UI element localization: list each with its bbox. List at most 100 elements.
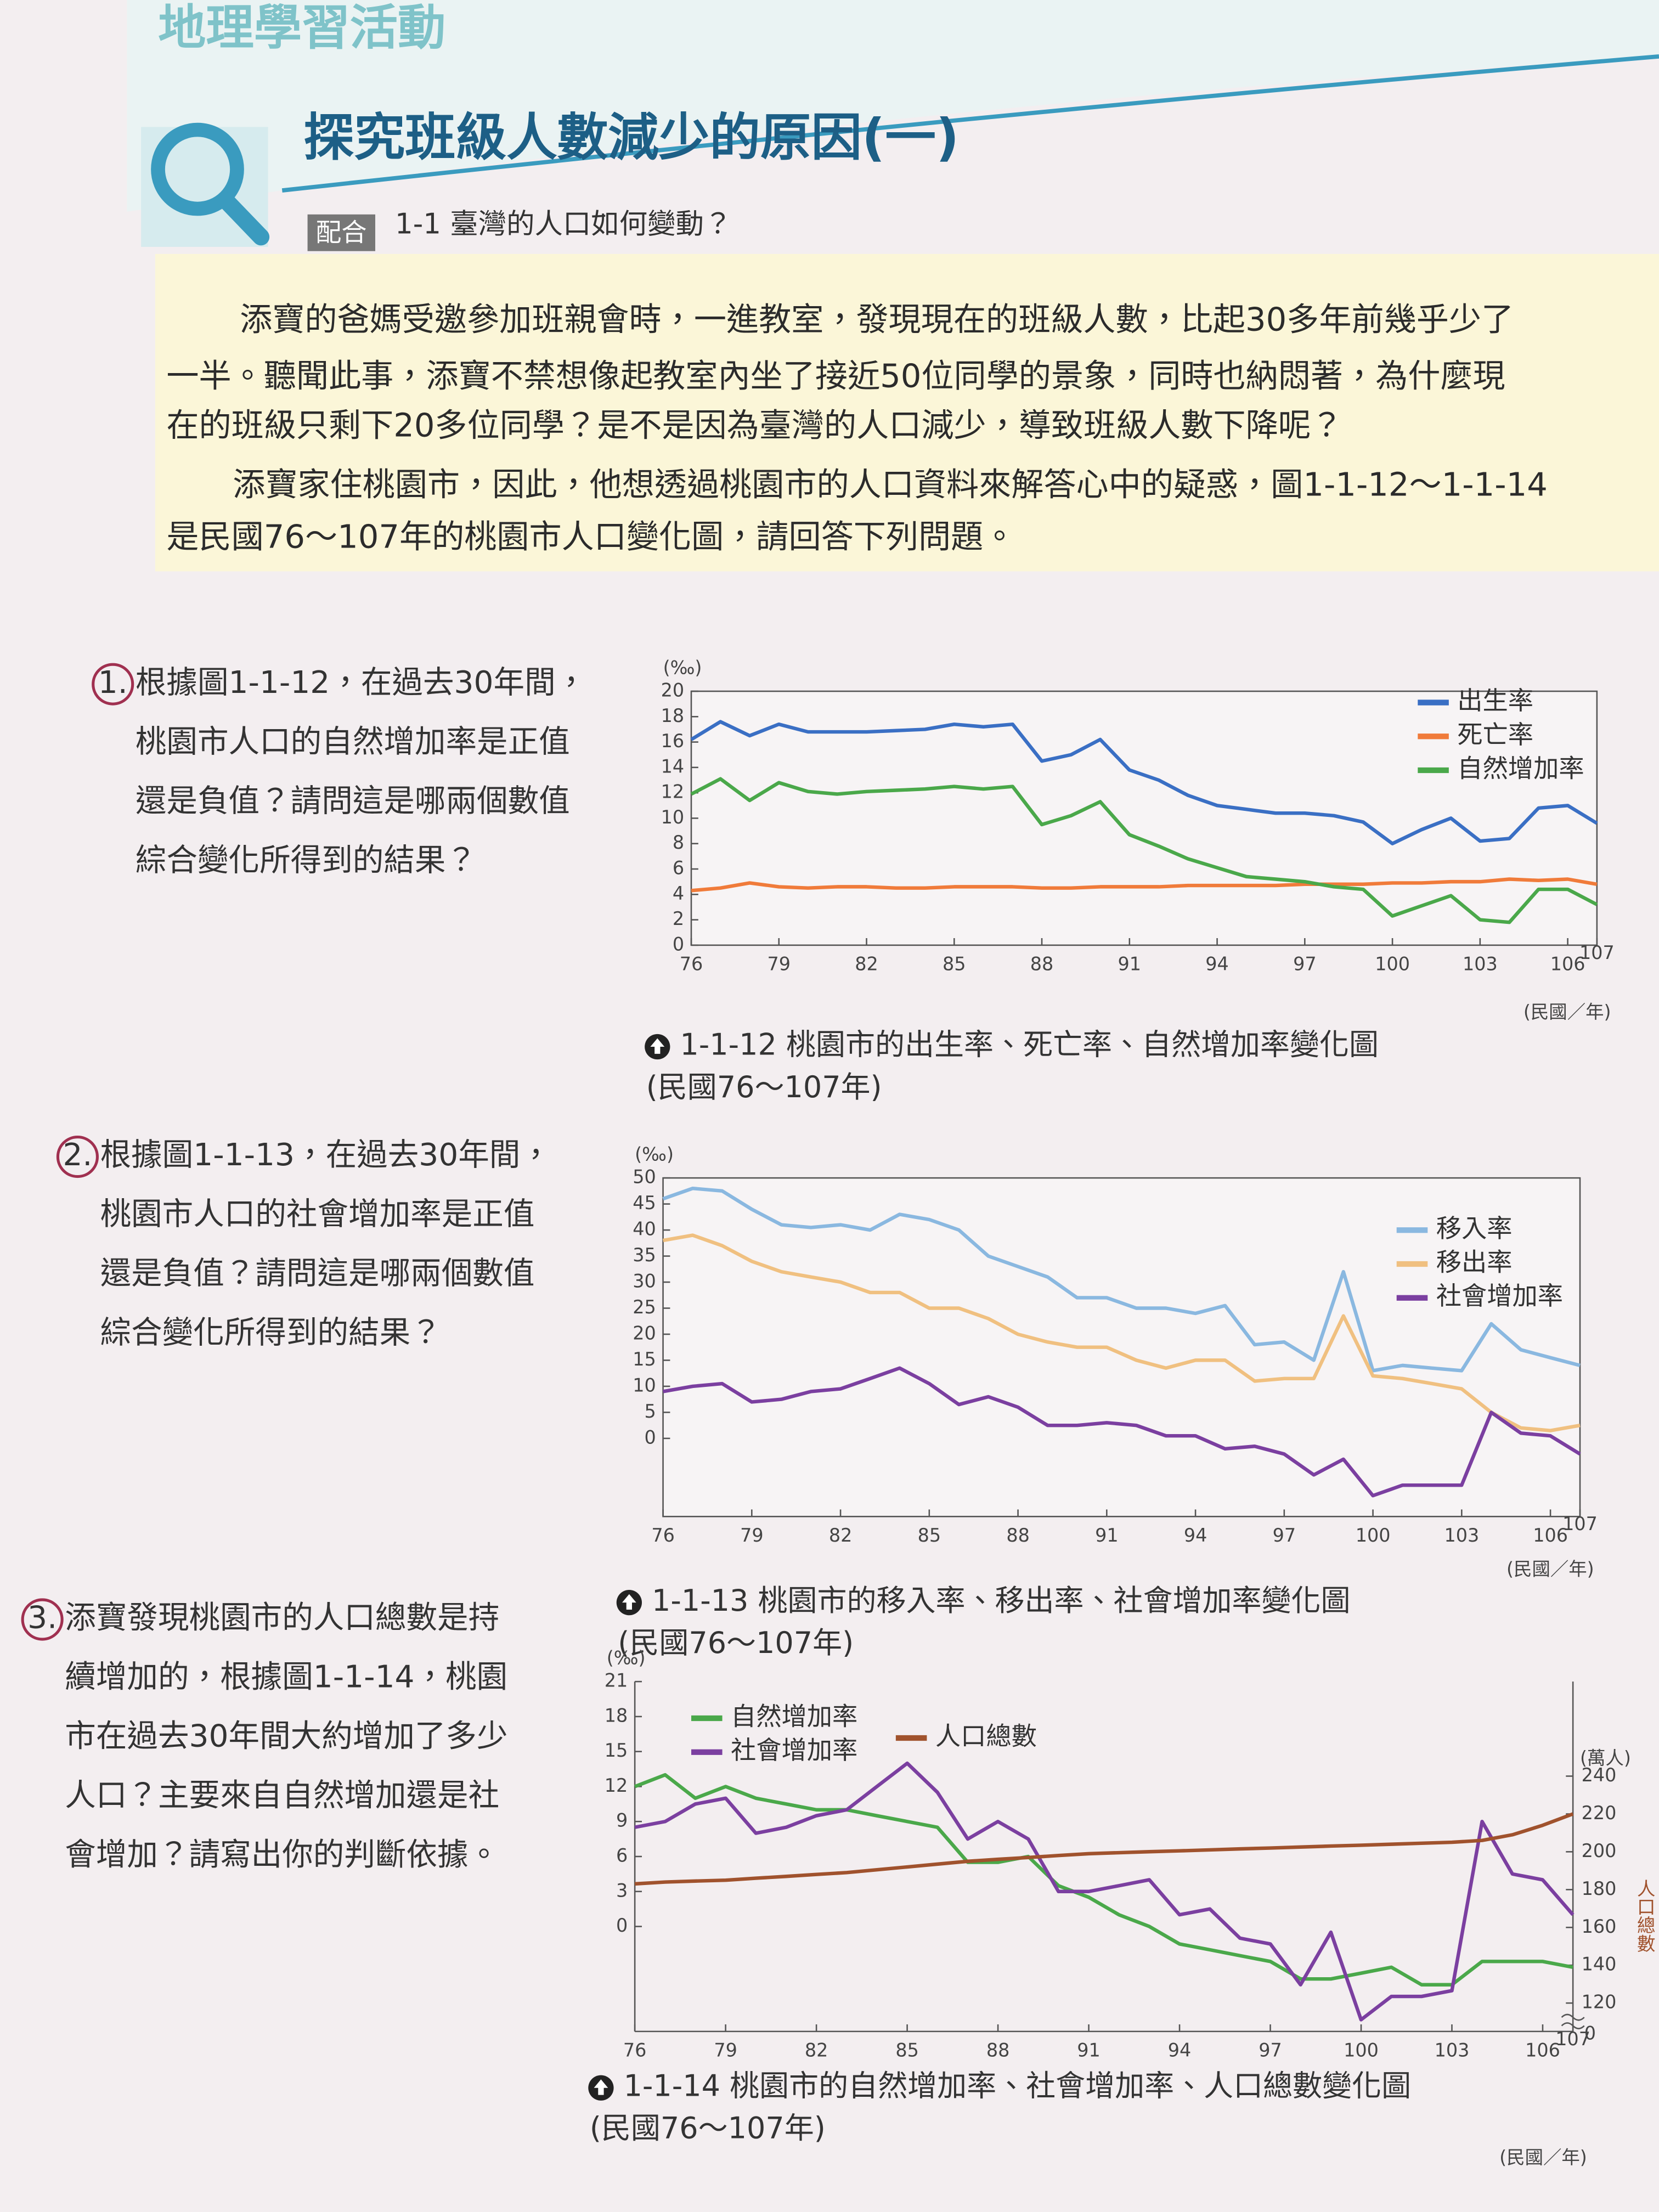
legend-label: 出生率 xyxy=(1457,686,1533,715)
y-tick-label: 9 xyxy=(616,1810,628,1831)
x-tick-label: 106 xyxy=(1525,2039,1560,2061)
y2-tick-label: 220 xyxy=(1582,1802,1617,1824)
caption-range: (民國76～107年) xyxy=(590,2111,826,2145)
intro-line: 在的班級只剩下20多位同學？是不是因為臺灣的人口減少，導致班級人數下降呢？ xyxy=(166,406,1343,444)
x-tick-label: 100 xyxy=(1356,1525,1391,1546)
series-line xyxy=(663,1233,1581,1432)
question-line: 桃園市人口的自然增加率是正值 xyxy=(136,724,570,760)
y-tick-label: 12 xyxy=(605,1775,628,1796)
y2-label: 人口總數 xyxy=(1634,1879,1655,1953)
y-tick-label: 16 xyxy=(661,730,685,752)
y-unit: (‰) xyxy=(663,657,702,678)
legend-label: 人口總數 xyxy=(935,1722,1037,1751)
y2-tick-label: 120 xyxy=(1582,1991,1617,2013)
x-tick-label: 100 xyxy=(1375,953,1410,974)
series-line xyxy=(662,1186,1581,1373)
series-line xyxy=(663,1366,1581,1498)
x-tick-label: 79 xyxy=(768,953,791,974)
x-tick-label: 97 xyxy=(1293,953,1317,974)
x-tick-label: 91 xyxy=(1095,1525,1119,1546)
x-tick-label: 82 xyxy=(829,1525,853,1546)
x-tick-label: 103 xyxy=(1463,953,1498,974)
y-tick-label: 20 xyxy=(633,1322,656,1344)
title-rule xyxy=(281,54,1659,193)
x-tick-label: 88 xyxy=(1030,953,1054,974)
x-tick-label: 94 xyxy=(1184,1525,1207,1546)
question-line: 市在過去30年間大約增加了多少 xyxy=(65,1718,507,1754)
axis-break xyxy=(1561,2013,1585,2029)
x-tick-label: 76 xyxy=(623,2039,647,2061)
legend-label: 移出率 xyxy=(1436,1248,1513,1277)
x-axis-label: (民國／年) xyxy=(1523,1001,1611,1023)
x-tick-label: 94 xyxy=(1168,2039,1192,2061)
x-tick-label: 82 xyxy=(805,2039,828,2061)
page-title: 探究班級人數減少的原因(一) xyxy=(303,108,959,167)
question-number: 1. xyxy=(98,664,128,701)
y-tick-label: 2 xyxy=(673,908,684,929)
series-line xyxy=(634,1812,1574,1886)
plot-frame xyxy=(662,1177,1581,1517)
questions: 1. 根據圖1-1-12，在過去30年間， 桃園市人口的自然增加率是正值還是負值？請… xyxy=(21,663,586,1873)
x-tick-label: 88 xyxy=(1006,1525,1030,1546)
y-tick-label: 30 xyxy=(633,1271,656,1292)
x-tick-label: 103 xyxy=(1444,1525,1479,1546)
x-tick-label: 82 xyxy=(855,953,878,974)
x-tick-label: 100 xyxy=(1344,2039,1379,2061)
x-tick-label: 106 xyxy=(1533,1525,1568,1546)
y-tick-label: 21 xyxy=(605,1670,628,1691)
question-number: 3. xyxy=(27,1600,57,1636)
series-line xyxy=(691,877,1598,893)
x-tick-label: 79 xyxy=(740,1525,764,1546)
caption-arrow xyxy=(622,1594,636,1610)
caption: 1-1-14 桃園市的自然增加率、社會增加率、人口總數變化圖 xyxy=(624,2068,1412,2103)
x-tick-label: 103 xyxy=(1435,2039,1470,2061)
x-tick-label: 107 xyxy=(1579,942,1615,963)
caption-arrow xyxy=(594,2079,608,2095)
x-tick-label: 76 xyxy=(651,1525,675,1546)
reference: 1-1 臺灣的人口如何變動？ xyxy=(395,207,732,240)
caption: 1-1-12 桃園市的出生率、死亡率、自然增加率變化圖 xyxy=(680,1028,1379,1062)
legend-label: 自然增加率 xyxy=(731,1702,857,1731)
x-tick-label: 91 xyxy=(1118,953,1142,974)
question-line: 還是負值？請問這是哪兩個數值 xyxy=(136,783,570,819)
caption-range: (民國76～107年) xyxy=(646,1070,882,1104)
x-tick-label: 94 xyxy=(1205,953,1229,974)
y2-unit: (萬人) xyxy=(1580,1747,1631,1769)
question-line: 綜合變化所得到的結果？ xyxy=(136,842,477,878)
y-tick-label: 6 xyxy=(616,1845,628,1866)
y-tick-label: 0 xyxy=(616,1915,628,1936)
x-tick-label: 106 xyxy=(1550,953,1585,974)
y-tick-label: 0 xyxy=(673,933,684,955)
chart: (‰) 0 3 6 9 12 15 18 21 76 79 82 85 88 91 94 97 100 103 106… xyxy=(588,1647,1655,2168)
intro-bg xyxy=(155,253,1659,572)
legend-label: 社會增加率 xyxy=(731,1735,857,1765)
y-unit: (‰) xyxy=(607,1647,646,1669)
x-tick-label: 91 xyxy=(1077,2039,1101,2061)
y-tick-label: 12 xyxy=(661,781,685,803)
series-line xyxy=(690,720,1598,845)
legend-label: 社會增加率 xyxy=(1436,1281,1563,1311)
intro-line: 一半。聽聞此事，添寶不禁想像起教室內坐了接近50位同學的景象，同時也納悶著，為什… xyxy=(166,357,1505,394)
y-tick-label: 50 xyxy=(633,1166,656,1188)
question-line: 根據圖1-1-13，在過去30年間， xyxy=(100,1137,551,1173)
legend-label: 自然增加率 xyxy=(1457,754,1584,783)
series-line xyxy=(634,1761,1575,2022)
legend-label: 死亡率 xyxy=(1457,720,1533,749)
x-tick-label: 85 xyxy=(895,2039,919,2061)
question-line: 人口？主要來自自然增加還是社 xyxy=(65,1778,499,1814)
y-tick-label: 25 xyxy=(633,1296,656,1318)
question-line: 添寶發現桃園市的人口總數是持 xyxy=(65,1600,499,1636)
caption: 1-1-13 桃園市的移入率、移出率、社會增加率變化圖 xyxy=(652,1583,1351,1618)
y-unit: (‰) xyxy=(635,1144,674,1165)
magnifier-icon xyxy=(141,122,270,247)
legend-label: 移入率 xyxy=(1436,1214,1513,1243)
y2-tick-label: 160 xyxy=(1582,1916,1617,1937)
tag-box xyxy=(307,214,375,251)
chart: (‰) 0 5 10 15 20 25 30 35 40 45 50 76 79 82 85 88 91 94 97 1… xyxy=(616,1144,1598,1660)
tag: 配合 xyxy=(316,217,367,247)
y-tick-label: 45 xyxy=(633,1192,656,1214)
y-tick-label: 8 xyxy=(673,832,684,853)
question-circle xyxy=(92,663,134,706)
